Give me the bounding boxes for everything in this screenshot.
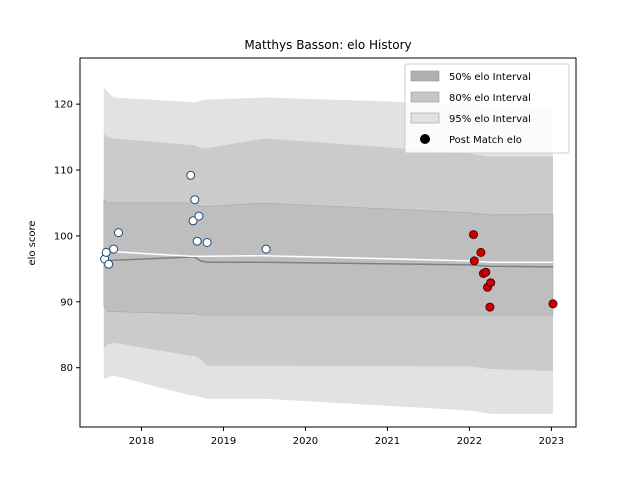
legend-label: 80% elo Interval (449, 93, 531, 104)
legend-swatch (410, 91, 440, 103)
post-match-point (194, 211, 204, 221)
post-match-point (190, 195, 200, 205)
post-match-points (100, 170, 558, 312)
post-match-point (192, 236, 202, 246)
y-tick-label: 80 (60, 363, 73, 374)
y-tick-label: 90 (60, 297, 73, 308)
x-tick-label: 2021 (375, 436, 400, 447)
post-match-point (101, 247, 111, 257)
y-axis-label: elo score (27, 220, 38, 265)
legend-label: 50% elo Interval (449, 72, 531, 83)
legend-swatch (410, 70, 440, 82)
post-match-point (481, 267, 491, 277)
x-tick-label: 2023 (539, 436, 564, 447)
legend-swatch (410, 112, 440, 124)
post-match-point (486, 278, 496, 288)
y-tick-label: 100 (54, 231, 73, 242)
x-tick-label: 2019 (211, 436, 236, 447)
post-match-point (109, 244, 119, 254)
x-axis: 2018 2019 2020 2021 2022 2023 (129, 427, 564, 447)
post-match-point (104, 259, 114, 269)
post-match-point (485, 302, 495, 312)
post-match-point (188, 216, 198, 226)
chart-title: Matthys Basson: elo History (244, 38, 411, 52)
plot-frame (79, 57, 577, 428)
legend: 50% elo Interval 80% elo Interval 95% elo … (404, 63, 570, 154)
x-tick-label: 2020 (293, 436, 318, 447)
x-tick-label: 2018 (129, 436, 154, 447)
post-match-point (261, 244, 271, 254)
post-match-point (114, 228, 123, 238)
post-match-point (469, 256, 479, 266)
y-tick-label: 120 (54, 100, 73, 111)
legend-label: Post Match elo (449, 135, 522, 146)
median-line (103, 256, 554, 268)
legend-box (404, 63, 570, 154)
legend-marker (420, 134, 430, 144)
y-axis: 80 90 100 110 120 (54, 100, 80, 374)
legend-label: 95% elo Interval (449, 114, 531, 125)
post-match-point (476, 247, 486, 257)
post-match-point (186, 170, 196, 180)
post-match-point (548, 299, 558, 309)
y-tick-label: 110 (54, 166, 73, 177)
interval-bands (103, 87, 554, 414)
post-match-point (202, 238, 212, 247)
x-tick-label: 2022 (457, 436, 482, 447)
post-match-point (469, 230, 478, 240)
